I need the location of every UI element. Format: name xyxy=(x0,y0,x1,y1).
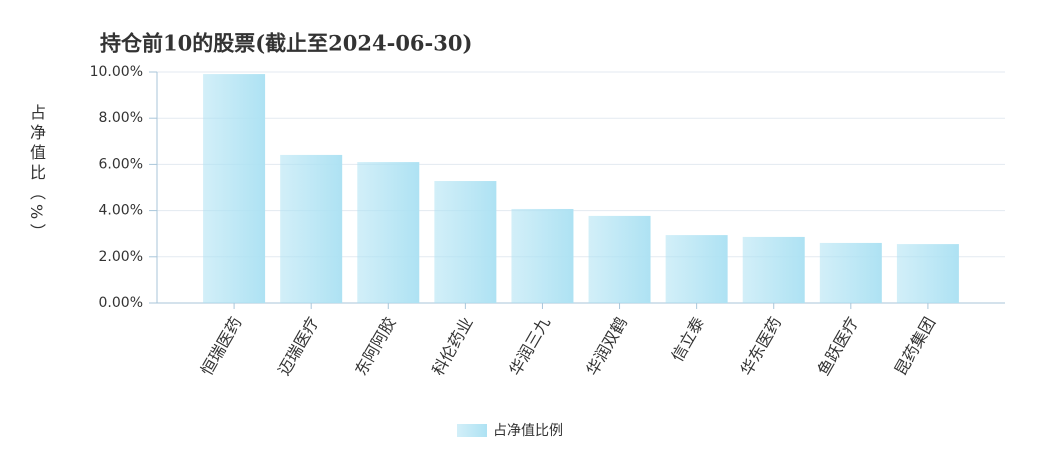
x-tick-label: 恒瑞医药 xyxy=(197,314,245,379)
chart-title: 持仓前10的股票(截止至2024-06-30) xyxy=(100,31,472,56)
x-tick-label: 东阿阿胶 xyxy=(351,314,399,379)
y-tick-label: 4.00% xyxy=(99,203,143,219)
x-tick-label: 信立泰 xyxy=(668,314,708,365)
y-axis-label: 占净值比（%） xyxy=(27,104,46,244)
x-tick-label: 华东医药 xyxy=(737,314,785,379)
legend-swatch xyxy=(457,424,487,437)
bar xyxy=(819,242,882,303)
bar xyxy=(588,215,651,303)
legend-label: 占净值比例 xyxy=(493,423,563,439)
bar xyxy=(434,181,497,303)
bar xyxy=(280,154,343,303)
x-tick-label: 迈瑞医疗 xyxy=(274,314,322,379)
bar xyxy=(203,74,266,303)
x-tick-label: 科伦药业 xyxy=(428,314,476,379)
y-tick-label: 8.00% xyxy=(99,110,143,126)
x-tick-label: 昆药集团 xyxy=(891,314,939,379)
x-tick-label: 华润三九 xyxy=(505,314,553,379)
bar xyxy=(511,208,574,303)
bar xyxy=(896,244,959,303)
y-tick-label: 2.00% xyxy=(99,249,143,265)
y-tick-label: 0.00% xyxy=(99,295,143,311)
bar xyxy=(357,162,420,303)
bar xyxy=(742,236,805,303)
y-tick-label: 10.00% xyxy=(90,64,143,80)
x-tick-label: 华润双鹤 xyxy=(582,314,630,379)
y-tick-label: 6.00% xyxy=(99,156,143,172)
bar xyxy=(665,235,728,303)
x-tick-label: 鱼跃医疗 xyxy=(814,314,862,379)
